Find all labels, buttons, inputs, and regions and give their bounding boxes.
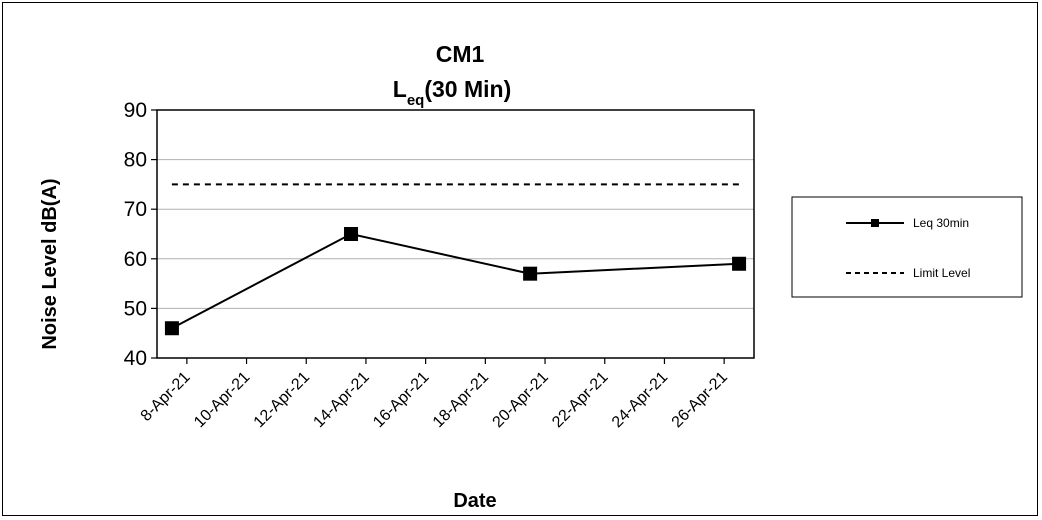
data-point-marker [164,321,179,336]
chart-title: CM1 [436,41,485,67]
x-tick-label: 24-Apr-21 [609,369,671,431]
legend-label-leq: Leq 30min [913,216,969,230]
y-tick-label: 60 [124,248,147,271]
legend-label-limit: Limit Level [913,266,970,280]
chart-subtitle-base: L [393,76,407,102]
x-tick-label: 20-Apr-21 [490,369,552,431]
gridlines [157,159,754,309]
x-axis-ticks: 8-Apr-2110-Apr-2112-Apr-2114-Apr-2116-Ap… [138,358,731,431]
x-tick-label: 8-Apr-21 [138,369,194,425]
chart-subtitle-subscript: eq [407,92,425,109]
chart-subtitle-rest: (30 Min) [424,76,511,102]
y-tick-label: 40 [124,347,147,370]
data-point-marker [523,266,538,281]
y-axis-ticks: 90 80 70 60 50 40 [124,99,157,370]
y-tick-label: 70 [124,198,147,221]
y-tick-label: 80 [124,149,147,172]
chart-subtitle: Leq(30 Min) [393,76,511,109]
data-point-marker [344,227,359,241]
y-axis-label: Noise Level dB(A) [39,178,61,349]
legend-box [791,196,1023,298]
x-tick-label: 12-Apr-21 [251,369,313,431]
x-tick-label: 14-Apr-21 [310,369,372,431]
x-axis-label: Date [453,490,496,512]
x-tick-label: 26-Apr-21 [669,369,731,431]
x-tick-label: 22-Apr-21 [549,369,611,431]
series [164,183,747,336]
x-tick-label: 16-Apr-21 [370,369,432,431]
series-line-leq-30min [171,232,740,330]
legend-swatch-leq-marker [871,219,879,227]
plot-area [156,109,755,359]
data-point-marker [732,256,747,271]
x-tick-label: 10-Apr-21 [191,369,253,431]
x-tick-label: 18-Apr-21 [430,369,492,431]
y-tick-label: 90 [124,99,147,122]
y-tick-label: 50 [124,297,147,320]
